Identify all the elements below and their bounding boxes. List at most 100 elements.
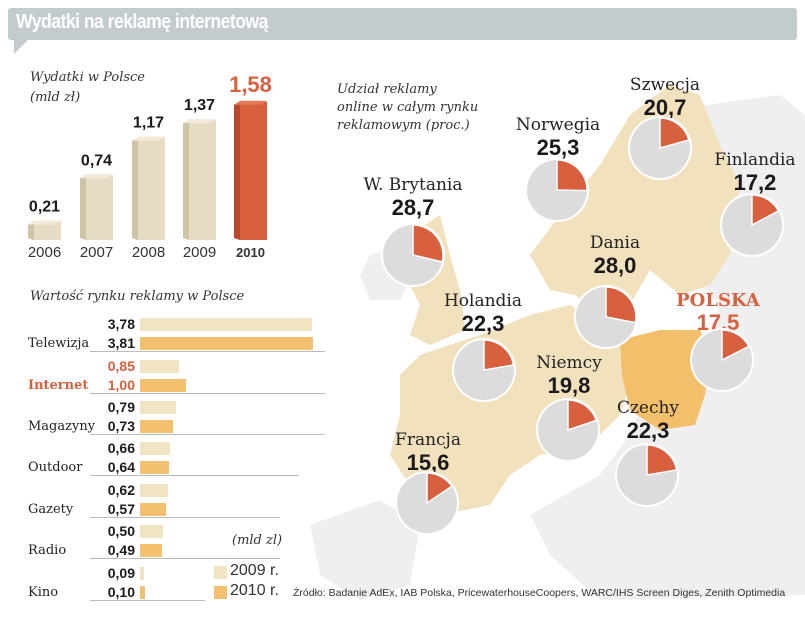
bar-value-label: 0,74 <box>81 152 112 169</box>
country-value: 28,0 <box>593 253 637 278</box>
header-tail <box>14 40 28 54</box>
header-bar <box>8 8 797 40</box>
value-2010: 0,57 <box>107 501 135 517</box>
x-tick-label: 2009 <box>183 244 216 261</box>
map-continent <box>390 305 630 515</box>
category-label-outdoor: Outdoor <box>28 460 83 475</box>
x-tick-label: 2007 <box>80 244 113 261</box>
pie-online-slice <box>412 224 444 263</box>
bar-2009 <box>140 318 312 331</box>
value-2009: 0,62 <box>107 482 135 498</box>
unit-label: (mld zl) <box>232 533 283 548</box>
country-value: 22,3 <box>461 311 505 336</box>
pie-francja <box>395 471 459 535</box>
bar-2007 <box>80 174 113 240</box>
bar-2009 <box>140 567 145 580</box>
country-value: 20,7 <box>643 95 687 120</box>
pie-title-line-2: online w całym rynku <box>337 100 479 115</box>
bar-value-label: 0,21 <box>29 199 60 216</box>
pie-szwecja <box>628 116 692 180</box>
value-2009: 0,79 <box>107 399 135 415</box>
value-2010: 1,00 <box>107 377 135 393</box>
country-value: 19,8 <box>547 373 591 398</box>
row-baseline <box>90 475 299 476</box>
pie-title-line-3: reklamowym (proc.) <box>337 118 470 133</box>
country-name: W. Brytania <box>363 175 463 195</box>
bar-2008 <box>132 136 165 240</box>
bar-chart-title: Wydatki w Polsce <box>30 70 145 85</box>
bar-2010 <box>140 461 170 474</box>
pie-online-slice <box>567 399 598 432</box>
bar-2010 <box>234 100 267 240</box>
bar-2009 <box>140 442 171 455</box>
legend-swatch-2009 <box>214 566 227 579</box>
x-tick-label: 2006 <box>28 244 61 261</box>
country-name: Czechy <box>616 398 680 418</box>
row-baseline <box>90 351 325 352</box>
value-2010: 0,10 <box>107 584 135 600</box>
bar-2010 <box>140 503 166 516</box>
country-name: Francja <box>395 430 461 450</box>
bar-2010 <box>140 420 174 433</box>
row-baseline <box>90 558 280 559</box>
value-2010: 0,64 <box>107 459 135 475</box>
country-value: 17,2 <box>733 170 777 195</box>
pie-online-slice <box>426 472 453 505</box>
map-poland <box>620 330 710 430</box>
x-tick-label: 2008 <box>132 244 165 261</box>
bar-2010 <box>140 586 145 599</box>
bar-2009 <box>140 484 169 497</box>
x-tick-label: 2010 <box>236 245 265 260</box>
legend-label-2009: 2009 r. <box>230 562 279 579</box>
country-name: Dania <box>589 233 641 253</box>
bar-value-label: 1,37 <box>184 97 215 114</box>
pie-norwegia <box>525 158 589 222</box>
value-2009: 0,66 <box>107 440 135 456</box>
country-name: Holandia <box>443 291 523 311</box>
pie-wbrytania <box>381 223 445 287</box>
row-baseline <box>90 517 280 518</box>
bar-2010 <box>140 544 163 557</box>
value-2009: 3,78 <box>107 316 135 332</box>
pie-czechy <box>615 443 679 507</box>
bar-chart-subtitle: (mld zł) <box>30 90 81 105</box>
category-label-gazety: Gazety <box>28 502 74 517</box>
bar-2009 <box>140 525 163 538</box>
pie-online-slice <box>659 117 690 149</box>
bar-2006 <box>28 220 61 240</box>
bar-value-label: 1,58 <box>229 72 272 97</box>
row-baseline <box>90 600 205 601</box>
category-label-magazyny: Magazyny <box>28 419 96 434</box>
map-iberia <box>310 500 420 600</box>
value-2010: 0,73 <box>107 418 135 434</box>
country-name: Norwegia <box>515 115 601 135</box>
horizontal-bar-chart: 3,78 3,81 Telewizja 0,85 1,00 Internet 0,79 0,7… <box>0 0 330 629</box>
row-baseline <box>90 393 325 394</box>
country-value: 28,7 <box>391 195 435 220</box>
pie-finlandia <box>720 193 784 257</box>
value-2009: 0,09 <box>107 565 135 581</box>
bar-2009 <box>140 401 176 414</box>
pie-dania <box>574 285 638 349</box>
category-label-kino: Kino <box>28 585 59 600</box>
pie-online-slice <box>646 444 678 476</box>
country-name: Niemcy <box>536 353 602 373</box>
value-2010: 0,49 <box>107 542 135 558</box>
country-name: Finlandia <box>714 150 796 170</box>
page-title: Wydatki na reklamę internetową <box>16 11 268 33</box>
row-baseline <box>90 434 325 435</box>
pie-section-title: Udział reklamy online w całym rynku rekl… <box>337 81 478 135</box>
country-name: Szwecja <box>629 75 701 95</box>
bar-2010 <box>140 337 314 350</box>
legend-swatch-2010 <box>214 586 227 599</box>
pie-online-slice <box>556 159 588 192</box>
pie-online-slice <box>483 339 515 371</box>
bar-value-label: 1,17 <box>133 115 164 132</box>
value-2009: 0,50 <box>107 523 135 539</box>
value-2009: 0,85 <box>107 358 135 374</box>
legend-label-2010: 2010 r. <box>230 582 279 599</box>
category-label-internet: Internet <box>28 378 89 393</box>
vertical-bar-chart: 0,21 2006 0,74 2007 1,17 2008 1,37 2009 1,58 2010 <box>28 72 272 261</box>
bar-2009 <box>140 360 179 373</box>
